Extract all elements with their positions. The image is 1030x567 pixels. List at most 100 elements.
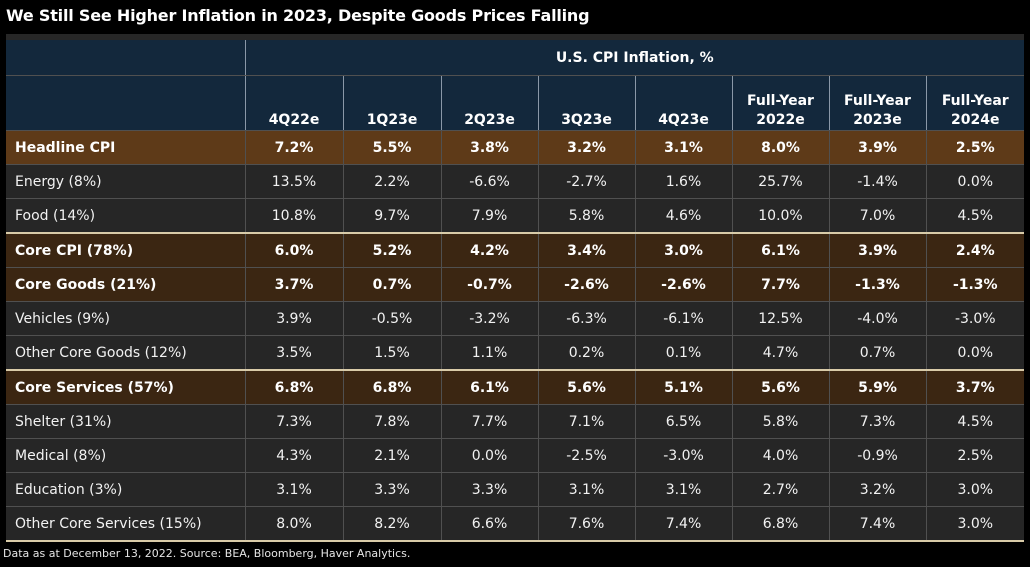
- cpi-table: U.S. CPI Inflation, % 4Q22e 1Q23e 2Q23e 3Q2…: [6, 40, 1025, 542]
- table-cell: 13.5%: [244, 164, 343, 199]
- row-label: Medical (8%): [6, 438, 245, 473]
- header-corner: [6, 40, 246, 76]
- table-cell: 1.1%: [440, 335, 538, 371]
- table-cell: 2.5%: [925, 130, 1025, 165]
- table-row: Other Core Services (15%) 8.0% 8.2% 6.6% 7.6…: [6, 506, 1025, 542]
- table-cell: 4.6%: [634, 198, 732, 234]
- table-cell: 7.2%: [244, 130, 343, 165]
- table-cell: 0.7%: [342, 267, 441, 302]
- table-cell: -2.6%: [634, 267, 732, 302]
- table-cell: 3.3%: [342, 472, 441, 507]
- row-label: Vehicles (9%): [6, 301, 245, 336]
- table-cell: 2.5%: [925, 438, 1025, 473]
- table-cell: 0.1%: [634, 335, 732, 371]
- table-cell: -0.9%: [828, 438, 926, 473]
- table-cell: -0.5%: [342, 301, 441, 336]
- table-cell: 0.0%: [925, 335, 1025, 371]
- table-cell: 3.0%: [925, 472, 1025, 507]
- table-row: Core Services (57%) 6.8% 6.8% 6.1% 5.6% 5.1% 5…: [6, 369, 1025, 405]
- column-header: 2Q23e: [440, 75, 538, 131]
- table-cell: 1.6%: [634, 164, 732, 199]
- table-cell: 7.3%: [828, 404, 926, 439]
- table-cell: 7.7%: [731, 267, 829, 302]
- header-label-blank: [6, 75, 246, 131]
- column-header: 1Q23e: [342, 75, 441, 131]
- table-cell: 3.7%: [244, 267, 343, 302]
- table-cell: -6.6%: [440, 164, 538, 199]
- table-cell: 6.5%: [634, 404, 732, 439]
- table-cell: -3.0%: [925, 301, 1025, 336]
- row-label: Other Core Goods (12%): [6, 335, 245, 371]
- table-cell: 3.7%: [925, 369, 1025, 405]
- table-cell: 2.1%: [342, 438, 441, 473]
- table-cell: 5.8%: [537, 198, 635, 234]
- column-header-text: 1Q23e: [366, 112, 418, 128]
- table-cell: 2.7%: [731, 472, 829, 507]
- table-cell: 4.7%: [731, 335, 829, 371]
- table-cell: 7.0%: [828, 198, 926, 234]
- row-label: Core Goods (21%): [6, 267, 245, 302]
- column-header-text: 2Q23e: [464, 112, 515, 128]
- header-column-row: 4Q22e 1Q23e 2Q23e 3Q23e 4Q23e Full-Year 2022e F…: [6, 75, 1025, 131]
- table-cell: 5.9%: [828, 369, 926, 405]
- table-cell: 3.1%: [634, 130, 732, 165]
- table-cell: 0.0%: [925, 164, 1025, 199]
- table-cell: 7.4%: [828, 506, 926, 542]
- table-cell: -3.2%: [440, 301, 538, 336]
- table-cell: 5.1%: [634, 369, 732, 405]
- column-header-text: Full-Year: [941, 93, 1009, 109]
- table-cell: 5.8%: [731, 404, 829, 439]
- table-cell: -6.3%: [537, 301, 635, 336]
- table-cell: 3.3%: [440, 472, 538, 507]
- table-cell: 7.6%: [537, 506, 635, 542]
- table-cell: 6.0%: [244, 232, 343, 268]
- table-cell: 6.8%: [342, 369, 441, 405]
- header-group-row: U.S. CPI Inflation, %: [6, 40, 1025, 76]
- table-cell: 9.7%: [342, 198, 441, 234]
- column-header: 3Q23e: [537, 75, 635, 131]
- table-cell: 4.5%: [925, 404, 1025, 439]
- table-row: Core CPI (78%) 6.0% 5.2% 4.2% 3.4% 3.0% 6.1% 3.…: [6, 232, 1025, 268]
- table-cell: -2.6%: [537, 267, 635, 302]
- row-label: Energy (8%): [6, 164, 245, 199]
- table-cell: 3.4%: [537, 232, 635, 268]
- table-cell: 3.9%: [828, 232, 926, 268]
- group-header: U.S. CPI Inflation, %: [244, 40, 1025, 76]
- table-cell: 4.0%: [731, 438, 829, 473]
- table-cell: 25.7%: [731, 164, 829, 199]
- table-cell: 7.8%: [342, 404, 441, 439]
- table-cell: 8.0%: [244, 506, 343, 542]
- column-header-text: 2024e: [951, 112, 1000, 128]
- row-label: Headline CPI: [6, 130, 245, 165]
- table-cell: 0.2%: [537, 335, 635, 371]
- table-cell: -2.7%: [537, 164, 635, 199]
- table-cell: 3.9%: [244, 301, 343, 336]
- table-cell: 6.8%: [244, 369, 343, 405]
- table-cell: 5.6%: [731, 369, 829, 405]
- row-label: Education (3%): [6, 472, 245, 507]
- table-body: Headline CPI 7.2% 5.5% 3.8% 3.2% 3.1% 8.0% 3.9%…: [6, 130, 1025, 542]
- table-cell: 4.3%: [244, 438, 343, 473]
- row-label: Shelter (31%): [6, 404, 245, 439]
- table-row: Medical (8%) 4.3% 2.1% 0.0% -2.5% -3.0% 4.0% -0…: [6, 438, 1025, 473]
- table-cell: 3.1%: [537, 472, 635, 507]
- table-cell: 3.9%: [828, 130, 926, 165]
- table-cell: 2.2%: [342, 164, 441, 199]
- table-row: Headline CPI 7.2% 5.5% 3.8% 3.2% 3.1% 8.0% 3.9%…: [6, 130, 1025, 165]
- table-cell: 12.5%: [731, 301, 829, 336]
- table-cell: 8.0%: [731, 130, 829, 165]
- table-cell: 3.5%: [244, 335, 343, 371]
- table-cell: 4.5%: [925, 198, 1025, 234]
- column-header: Full-Year 2022e: [731, 75, 829, 131]
- table-cell: 0.0%: [440, 438, 538, 473]
- table-cell: 5.6%: [537, 369, 635, 405]
- column-header: Full-Year 2023e: [828, 75, 926, 131]
- row-label: Core Services (57%): [6, 369, 245, 405]
- chart-title: We Still See Higher Inflation in 2023, D…: [6, 6, 590, 25]
- table-cell: 7.1%: [537, 404, 635, 439]
- table-cell: 3.8%: [440, 130, 538, 165]
- table-cell: 3.1%: [244, 472, 343, 507]
- table-cell: 6.6%: [440, 506, 538, 542]
- column-header: 4Q23e: [634, 75, 732, 131]
- row-label: Core CPI (78%): [6, 232, 245, 268]
